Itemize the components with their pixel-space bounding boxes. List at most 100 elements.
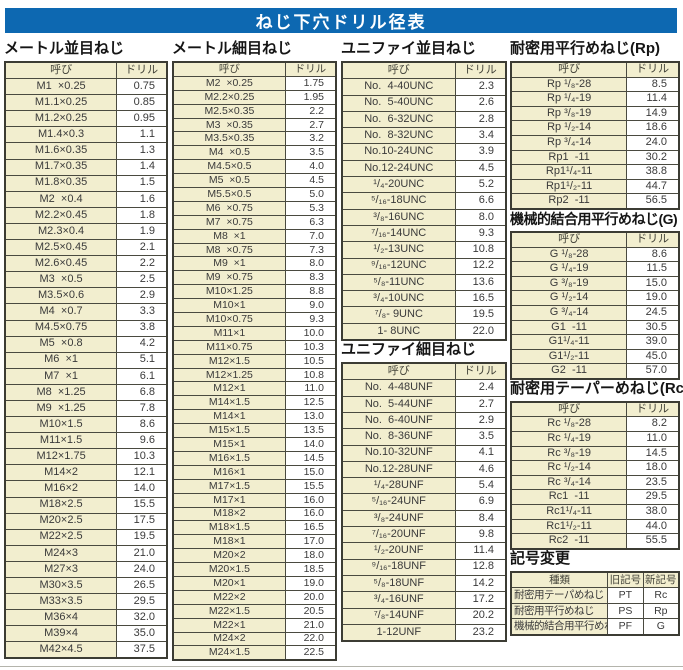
table-row: M18×1.5 16.5 [172, 520, 337, 536]
drill-value-cell: 3.8 [116, 319, 168, 337]
thread-designation-cell: M1.2×0.25 [4, 110, 118, 128]
thread-designation-cell: No. 8-36UNF [341, 428, 456, 446]
drill-value-cell: 18.6 [626, 120, 680, 136]
drill-value-cell: 4.2 [116, 335, 168, 353]
table-row: M12×1.75 10.3 [4, 448, 168, 466]
drill-value-cell: 2.3 [454, 78, 507, 96]
table-row: M17×1.5 15.5 [172, 478, 337, 494]
table-row: M2.5×0.35 2.2 [172, 103, 337, 119]
table-row: Rp ¹/₄-19 11.4 [510, 91, 680, 107]
table-row: Rc ¹/₈-28 8.2 [510, 416, 680, 433]
table-row: M3.5×0.35 3.2 [172, 131, 337, 147]
thread-designation-cell: M2.6×0.45 [4, 255, 118, 273]
table-row: M2 ×0.4 1.6 [4, 190, 168, 208]
drill-value-cell: 4.5 [454, 159, 507, 178]
column-header: 呼び [341, 61, 456, 80]
table-row: M27×3 24.0 [4, 560, 168, 579]
thread-designation-cell: M20×1.5 [172, 562, 286, 577]
thread-designation-cell: Rc ¹/₂-14 [510, 460, 628, 476]
table-metric-fine: 呼び ドリル M2 ×0.25 1.75 M2.2×0.25 1.95 M2.5×0.35 2… [172, 61, 337, 662]
table-row: ⁷/₁₆-20UNF 9.8 [341, 526, 507, 544]
drill-value-cell: 15.5 [284, 478, 337, 494]
drill-value-cell: 20.2 [454, 607, 507, 625]
table-row: M12×1.25 10.8 [172, 367, 337, 383]
column-header: ドリル [626, 231, 680, 248]
table-row: M10×1.5 8.6 [4, 416, 168, 434]
thread-designation-cell: No.12-24UNC [341, 159, 456, 178]
table-row: M12×1 11.0 [172, 381, 337, 397]
drill-value-cell: 14.0 [284, 437, 337, 452]
table-row: G ¹/₄-19 11.5 [510, 261, 680, 277]
drill-value-cell: 11.0 [284, 381, 337, 397]
drill-value-cell: 11.4 [454, 542, 507, 560]
drill-value-cell: 14.0 [116, 480, 168, 498]
thread-designation-cell: M30×3.5 [4, 576, 118, 595]
table-row: M1.6×0.35 1.3 [4, 142, 168, 160]
table-row: ⁵/₁₆-24UNF 6.9 [341, 493, 507, 511]
drill-value-cell: 21.0 [116, 544, 168, 562]
drill-value-cell: 22.0 [284, 631, 337, 647]
table-symbol-change: 種類 旧記号 新記号 耐密用テーパめねじ PT Rc 耐密用平行めねじ PS Rp 機械的結合用平… [510, 570, 680, 636]
drill-value-cell: 11.0 [626, 431, 680, 447]
thread-designation-cell: No.10-24UNC [341, 143, 456, 161]
drill-value-cell: 7.8 [116, 399, 168, 418]
drill-value-cell: 24.0 [116, 560, 168, 579]
table-row: M16×2 14.0 [4, 480, 168, 498]
table-row: M24×1.5 22.5 [172, 645, 337, 661]
thread-designation-cell: M20×1 [172, 575, 286, 591]
drill-value-cell: 24.5 [626, 304, 680, 321]
drill-value-cell: 2.9 [454, 411, 507, 430]
drill-value-cell: 19.5 [116, 528, 168, 546]
drill-value-cell: 7.3 [284, 242, 337, 258]
thread-designation-cell: M2.5×0.35 [172, 103, 286, 119]
thread-designation-cell: M24×1.5 [172, 645, 286, 661]
table-row: M15×1.5 13.5 [172, 423, 337, 439]
table-row: No.12-28UNF 4.6 [341, 460, 507, 479]
table-row: M12×1.5 10.5 [172, 353, 337, 369]
thread-designation-cell: M10×1.5 [4, 416, 118, 434]
table-row: M1.2×0.25 0.95 [4, 110, 168, 128]
drill-value-cell: 30.2 [626, 149, 680, 166]
drill-value-cell: 4.1 [454, 444, 507, 462]
table-row: G ³/₄-14 24.5 [510, 304, 680, 321]
thread-designation-cell: M24×3 [4, 544, 118, 562]
table-row: ³/₄-10UNC 16.5 [341, 290, 507, 308]
column-header: 新記号 [642, 571, 680, 589]
drill-value-cell: 13.6 [454, 273, 507, 292]
table-row: M2 ×0.25 1.75 [172, 75, 337, 91]
thread-designation-cell: M17×1.5 [172, 478, 286, 494]
section-title-symbol-change: 記号変更 [510, 549, 571, 567]
drill-value-cell: 1.5 [116, 174, 168, 192]
column-header: ドリル [454, 362, 507, 381]
table-row: M24×2 22.0 [172, 631, 337, 647]
drill-value-cell: 9.0 [284, 298, 337, 314]
thread-designation-cell: 耐密用平行めねじ [510, 602, 609, 620]
table-row: ⁵/₁₆-18UNC 6.6 [341, 192, 507, 210]
drill-value-cell: 5.3 [284, 200, 337, 216]
table-row: M9 ×0.75 8.3 [172, 270, 337, 286]
drill-value-cell: 13.0 [284, 409, 337, 425]
drill-value-cell: 19.0 [284, 575, 337, 591]
column-metric-fine: メートル細目ねじ 呼び ドリル M2 ×0.25 1.75 M2.2×0.25 1.95 M… [172, 40, 337, 662]
table-row: M18×1 17.0 [172, 534, 337, 550]
drill-value-cell: 4.6 [454, 460, 507, 479]
header-row: 呼び ドリル [341, 362, 507, 381]
drill-value-cell: 14.5 [626, 445, 680, 462]
thread-designation-cell: M24×2 [172, 631, 286, 647]
thread-designation-cell: Rc ³/₈-19 [510, 445, 628, 462]
drill-value-cell: 9.8 [454, 526, 507, 544]
table-row: M14×1.5 12.5 [172, 395, 337, 411]
drill-value-cell: 8.6 [116, 416, 168, 434]
table-row: M11×1.5 9.6 [4, 432, 168, 450]
drill-value-cell: 1.6 [116, 190, 168, 208]
column-unified: ユニファイ並目ねじ 呼び ドリル No. 4-40UNC 2.3 No. 5-40UNC… [341, 40, 507, 643]
thread-designation-cell: M1 ×0.25 [4, 78, 118, 96]
thread-designation-cell: Rp1¹/₂-11 [510, 178, 628, 195]
thread-designation-cell: Rc1¹/₄-11 [510, 504, 628, 520]
table-row: ³/₈-16UNC 8.0 [341, 208, 507, 226]
drill-value-cell: 9.3 [454, 224, 507, 243]
table-row: 機械的結合用平行めねじPFG [510, 618, 680, 636]
thread-designation-cell: M16×1.5 [172, 450, 286, 466]
table-row: No. 6-40UNF 2.9 [341, 411, 507, 430]
table-row: M24×3 21.0 [4, 544, 168, 562]
